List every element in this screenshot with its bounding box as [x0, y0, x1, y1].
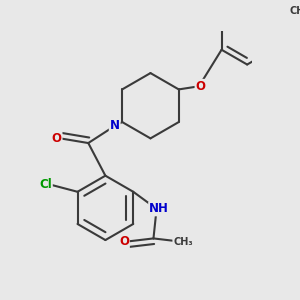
Text: O: O: [119, 235, 129, 248]
Text: O: O: [196, 80, 206, 93]
Text: Cl: Cl: [39, 178, 52, 190]
Text: O: O: [52, 132, 61, 145]
Text: N: N: [110, 119, 120, 132]
Text: CH₃: CH₃: [290, 6, 300, 16]
Text: NH: NH: [149, 202, 169, 215]
Text: CH₃: CH₃: [173, 236, 193, 247]
